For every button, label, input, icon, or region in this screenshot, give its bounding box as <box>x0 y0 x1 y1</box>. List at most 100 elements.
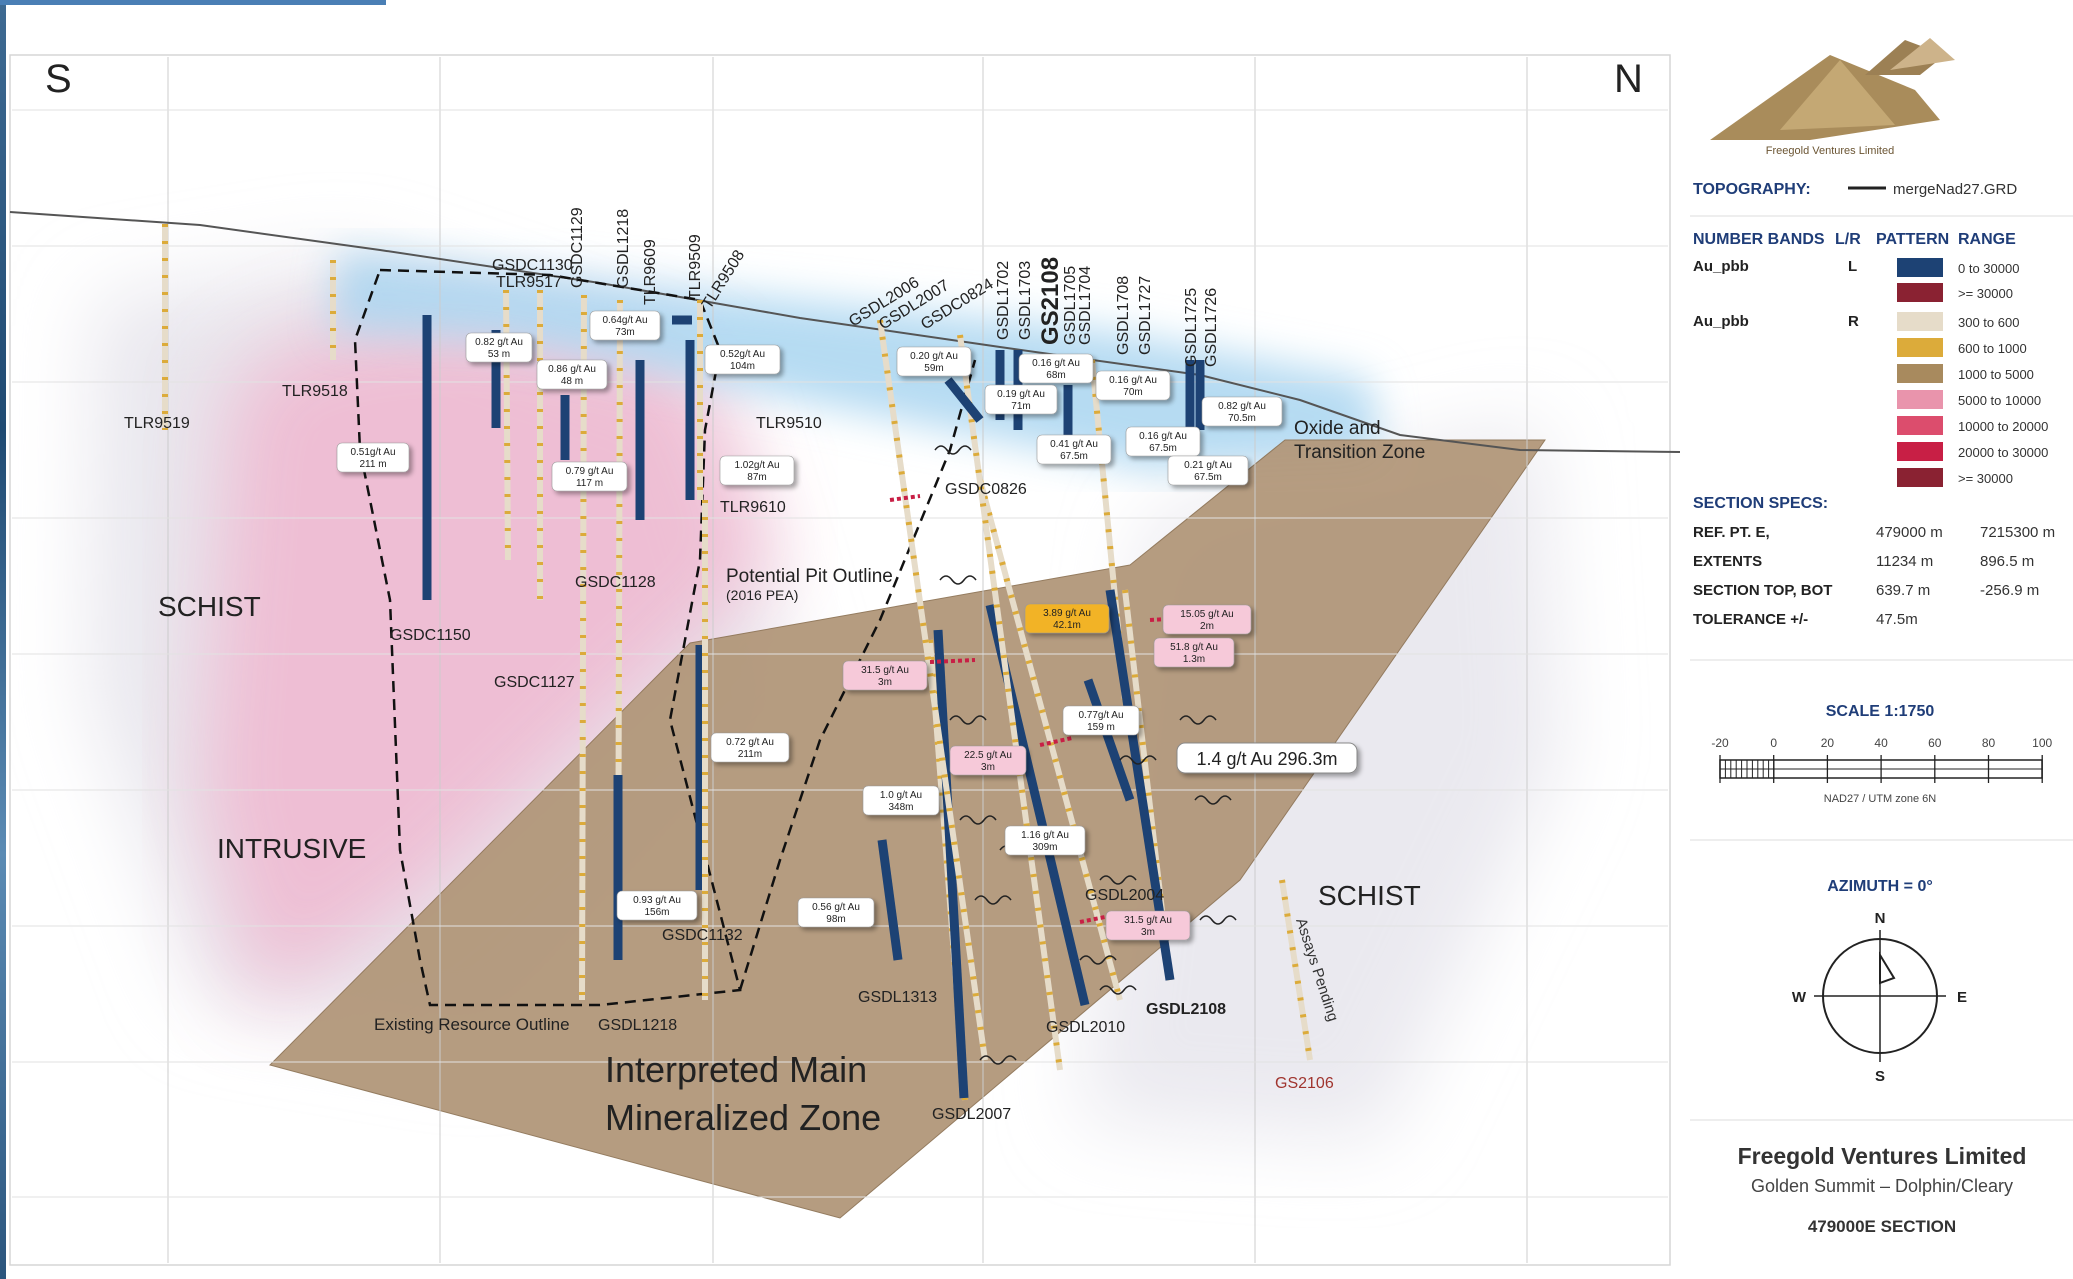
drillhole-label: GSDC1132 <box>662 927 743 944</box>
intercept-length: 73m <box>615 327 634 338</box>
spec-tol-label: TOLERANCE +/- <box>1693 611 1808 628</box>
existing-resource-outline <box>353 268 742 1007</box>
main-mineralized-zone <box>269 439 1546 1219</box>
scale-tick-label: 100 <box>2032 736 2052 750</box>
intercept-grade: 1.16 g/t Au <box>1021 830 1069 841</box>
north-arrow-icon <box>1814 930 1946 1062</box>
intercept-grade: 51.8 g/t Au <box>1170 642 1218 653</box>
azimuth-n: N <box>1875 910 1886 927</box>
high-grade-marker <box>929 658 976 664</box>
drillhole-label: TLR9519 <box>124 415 190 432</box>
intercept-length: 156m <box>644 907 669 918</box>
drillhole-core <box>1279 879 1313 1061</box>
bands-header: NUMBER BANDS <box>1693 231 1825 248</box>
headline-intercept-text: 1.4 g/t Au 296.3m <box>1196 749 1337 769</box>
azimuth-w: W <box>1792 989 1807 1006</box>
title-company: Freegold Ventures Limited <box>1738 1143 2027 1169</box>
intercept-grade: 0.86 g/t Au <box>548 364 596 375</box>
spec-top-1: 639.7 m <box>1876 582 1930 599</box>
drillhole-label: GSDL1708 <box>1115 276 1132 355</box>
intercept-grade: 31.5 g/t Au <box>861 665 909 676</box>
scale-tick-label: 60 <box>1928 736 1942 750</box>
drillhole-label: GSDL1726 <box>1203 288 1220 367</box>
azimuth-e: E <box>1957 989 1967 1006</box>
intercept-grade: 0.19 g/t Au <box>997 389 1045 400</box>
intercept-length: 70.5m <box>1228 413 1256 424</box>
fault-squiggle <box>1179 715 1217 725</box>
left-accent-bar <box>0 5 6 1279</box>
drillhole-label: GS2106 <box>1275 1075 1334 1092</box>
spec-top-label: SECTION TOP, BOT <box>1693 582 1832 599</box>
drillhole-label: GSDC1129 <box>569 207 586 288</box>
drillhole-label: GSDL1725 <box>1183 288 1200 367</box>
band-left-name: Au_pbb <box>1693 258 1749 275</box>
drillhole-label: GSDL1704 <box>1077 266 1094 345</box>
lr-header: L/R <box>1835 231 1861 248</box>
fault-squiggle <box>1194 795 1232 805</box>
drillhole-label: TLR9610 <box>720 499 786 516</box>
topography-label: TOPOGRAPHY: <box>1693 181 1811 198</box>
drillhole-label: TLR9517 <box>496 274 562 291</box>
scale-bar: -20 0 20 40 60 80 100 <box>1711 736 2053 783</box>
drillhole-label: GS2108 <box>1037 257 1064 345</box>
intercept-grade: 0.82 g/t Au <box>1218 401 1266 412</box>
scale-note: NAD27 / UTM zone 6N <box>1824 793 1937 805</box>
fault-squiggle <box>939 575 977 585</box>
intercept-grade: 0.79 g/t Au <box>566 466 614 477</box>
intercept-grade: 31.5 g/t Au <box>1124 915 1172 926</box>
scale-title: SCALE 1:1750 <box>1826 703 1935 720</box>
drillhole-core <box>579 294 587 1001</box>
intercept-length: 70m <box>1123 387 1142 398</box>
drillhole-label: TLR9510 <box>756 415 822 432</box>
drillhole-label: GSDL2010 <box>1046 1019 1125 1036</box>
headline-intercept-box: 1.4 g/t Au 296.3m <box>1176 742 1358 774</box>
drillhole-label: GSDL2108 <box>1146 1001 1226 1018</box>
legend-swatch <box>1897 416 1943 435</box>
intercept-length: 3m <box>1141 927 1155 938</box>
intercept-grade: 0.77g/t Au <box>1078 710 1123 721</box>
fault-squiggle <box>1099 875 1137 885</box>
spec-ext-label: EXTENTS <box>1693 553 1762 570</box>
drillhole-core <box>957 334 1063 1071</box>
spec-tol: 47.5m <box>1876 611 1918 628</box>
scale-tick-label: 0 <box>1770 736 1777 750</box>
intercept-grade: 0.72 g/t Au <box>726 737 774 748</box>
drillhole-trace <box>944 377 984 423</box>
legend-range: 600 to 1000 <box>1958 341 2027 356</box>
intercept-length: 2m <box>1200 621 1214 632</box>
legend-range: >= 30000 <box>1958 286 2013 301</box>
pit-outline-label: Potential Pit Outline <box>726 566 893 587</box>
intercept-length: 87m <box>747 472 766 483</box>
fault-squiggle <box>979 1055 1017 1065</box>
fault-squiggle <box>1199 915 1237 925</box>
intercept-grade: 0.64g/t Au <box>602 315 647 326</box>
intercept-length: 159 m <box>1087 722 1115 733</box>
legend-swatch <box>1897 258 1943 277</box>
scale-tick-label: -20 <box>1711 736 1729 750</box>
spec-ref-label: REF. PT. E, <box>1693 524 1770 541</box>
azimuth-title: AZIMUTH = 0° <box>1827 878 1933 895</box>
compass-south: S <box>45 57 72 101</box>
intercept-length: 348m <box>888 802 913 813</box>
legend-range: >= 30000 <box>1958 471 2013 486</box>
drillhole-label: TLR9609 <box>642 239 659 305</box>
band-right-name: Au_pbb <box>1693 313 1749 330</box>
spec-ext-2: 896.5 m <box>1980 553 2034 570</box>
top-accent-bar <box>0 0 386 5</box>
legend-panel: Freegold Ventures Limited TOPOGRAPHY: me… <box>1690 38 2073 1236</box>
intercept-grade: 1.02g/t Au <box>734 460 779 471</box>
